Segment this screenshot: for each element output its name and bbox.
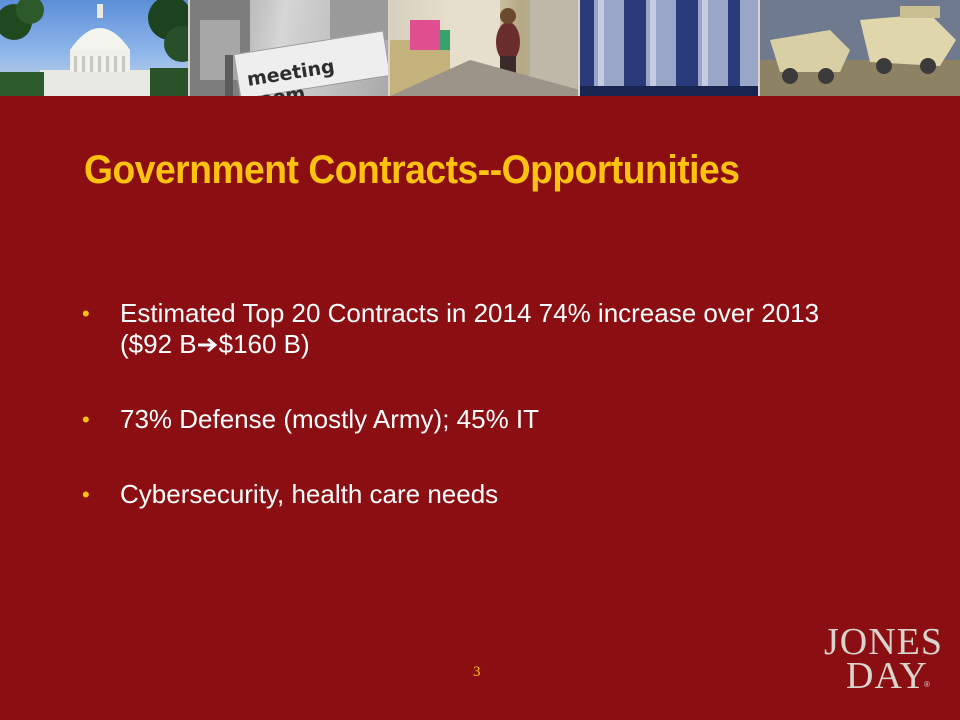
photo-banner: meeting room bbox=[0, 0, 960, 96]
shopping-mall-photo bbox=[390, 0, 580, 96]
logo-line1: JONES bbox=[824, 621, 944, 663]
bullet-item: • Cybersecurity, health care needs bbox=[82, 479, 862, 510]
bullet-list: • Estimated Top 20 Contracts in 2014 74%… bbox=[82, 298, 862, 510]
meeting-room-photo: meeting room bbox=[190, 0, 390, 96]
right-arrow-icon bbox=[197, 337, 217, 353]
slide-title: Government Contracts--Opportunities bbox=[84, 148, 740, 192]
bullet-text: 73% Defense (mostly Army); 45% IT bbox=[120, 404, 540, 434]
registered-mark: ® bbox=[924, 680, 930, 689]
jones-day-logo: JONES DAY ® bbox=[822, 620, 942, 698]
logo-line2: DAY bbox=[846, 655, 928, 697]
bullet-dot: • bbox=[82, 407, 90, 432]
page-number: 3 bbox=[473, 664, 481, 680]
bullet-item: • Estimated Top 20 Contracts in 2014 74%… bbox=[82, 298, 862, 360]
bullet-dot: • bbox=[82, 301, 90, 326]
bullet-text-continued: $160 B) bbox=[218, 329, 310, 359]
military-vehicles-photo bbox=[760, 0, 960, 96]
bullet-item: • 73% Defense (mostly Army); 45% IT bbox=[82, 404, 862, 435]
bullet-dot: • bbox=[82, 482, 90, 507]
capitol-photo bbox=[0, 0, 190, 96]
bullet-text: Cybersecurity, health care needs bbox=[120, 479, 499, 509]
bullet-text: Estimated Top 20 Contracts in 2014 74% i… bbox=[120, 298, 820, 359]
columns-photo bbox=[580, 0, 760, 96]
